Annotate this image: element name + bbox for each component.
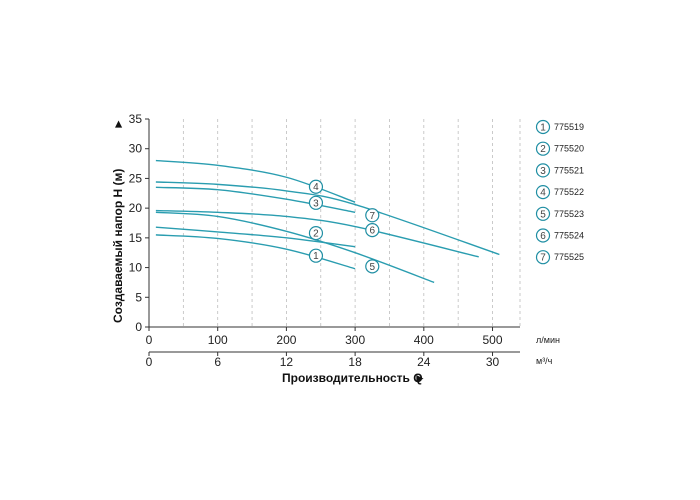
curve-marker-7 <box>365 208 380 223</box>
legend-marker-1 <box>535 119 551 135</box>
curve-775522 <box>155 159 356 203</box>
y-tick-label: 20 <box>129 201 143 215</box>
curve-marker-label: 5 <box>370 262 376 273</box>
curve-775523 <box>155 211 435 284</box>
x-secondary-tick-label: 12 <box>280 355 294 369</box>
x-tick-labels: 0 100 200 300 400 500 <box>146 327 503 347</box>
legend-label-775523: 775523 <box>554 209 584 219</box>
legend-label-775522: 775522 <box>554 187 584 197</box>
x-secondary-tick-label: 24 <box>417 355 431 369</box>
legend-marker-label: 2 <box>540 144 546 155</box>
legend-marker-6 <box>535 228 551 243</box>
curve-marker-1 <box>308 248 324 263</box>
x-unit-secondary: м³/ч <box>536 356 553 366</box>
y-tick-label: 30 <box>129 142 143 156</box>
legend-label-775525: 775525 <box>554 252 584 262</box>
legend: 1 775519 2 775520 3 775521 4 775522 5 775523 6 7755… <box>535 119 584 265</box>
legend-label-775524: 775524 <box>554 231 584 241</box>
curve-marker-6 <box>365 223 380 238</box>
curves <box>155 159 500 284</box>
curve-775521 <box>155 186 356 213</box>
x-tick-label: 100 <box>208 333 228 347</box>
curve-775524 <box>155 209 479 258</box>
x-tick-label: 200 <box>276 333 296 347</box>
x-tick-label: 500 <box>483 333 503 347</box>
y-axis-label: Создаваемый напор H (м) <box>111 169 125 323</box>
x-unit-primary: л/мин <box>536 335 560 345</box>
curve-marker-label: 7 <box>370 211 376 222</box>
legend-marker-4 <box>535 185 551 200</box>
curve-marker-label: 6 <box>370 226 376 237</box>
x-secondary-tick-label: 0 <box>146 355 153 369</box>
x-secondary-tick-label: 30 <box>486 355 500 369</box>
legend-marker-2 <box>535 141 551 156</box>
legend-marker-7 <box>535 250 551 265</box>
legend-label-775519: 775519 <box>554 122 584 132</box>
y-tick-label: 10 <box>129 261 143 275</box>
legend-marker-5 <box>535 206 551 221</box>
curve-775519 <box>155 234 356 270</box>
curve-marker-4 <box>308 179 324 194</box>
y-tick-label: 15 <box>129 231 143 245</box>
grid-lines <box>182 119 521 327</box>
curve-marker-label: 3 <box>313 198 319 209</box>
curve-marker-2 <box>308 226 324 241</box>
legend-marker-label: 5 <box>540 209 546 220</box>
curve-marker-label: 1 <box>313 251 319 262</box>
x-axis-arrow-icon: ► <box>414 371 426 385</box>
x-tick-label: 300 <box>345 333 365 347</box>
curve-marker-label: 4 <box>313 182 319 193</box>
y-tick-label: 35 <box>129 112 143 126</box>
y-tick-label: 5 <box>135 290 142 304</box>
curve-marker-3 <box>308 195 324 210</box>
legend-marker-label: 7 <box>540 253 546 264</box>
y-tick-label: 0 <box>135 320 142 334</box>
curve-markers: 1 2 3 4 5 6 7 <box>308 179 380 274</box>
curve-marker-label: 2 <box>313 229 319 240</box>
y-tick-labels: 0 5 10 15 20 25 30 35 <box>129 112 149 334</box>
y-axis-title: Создаваемый напор H (м) ► <box>111 118 125 323</box>
legend-label-775520: 775520 <box>554 144 584 154</box>
x-secondary-tick-label: 6 <box>214 355 221 369</box>
legend-marker-label: 1 <box>540 123 546 134</box>
legend-marker-label: 4 <box>540 188 546 199</box>
axes <box>148 119 520 328</box>
legend-marker-3 <box>535 163 551 178</box>
legend-label-775521: 775521 <box>554 165 584 175</box>
x-secondary-tick-labels: 0 6 12 18 24 30 <box>146 351 520 369</box>
x-tick-label: 0 <box>146 333 153 347</box>
y-tick-label: 25 <box>129 171 143 185</box>
x-tick-label: 400 <box>414 333 434 347</box>
y-axis-arrow-icon: ► <box>111 118 125 130</box>
x-axis-label: Производительность Q <box>282 371 423 385</box>
curve-775525 <box>155 181 500 256</box>
legend-marker-label: 3 <box>540 166 546 177</box>
x-axis-title: Производительность Q ► <box>282 371 426 385</box>
x-secondary-tick-label: 18 <box>348 355 362 369</box>
curve-marker-5 <box>365 259 380 274</box>
legend-marker-label: 6 <box>540 231 546 242</box>
